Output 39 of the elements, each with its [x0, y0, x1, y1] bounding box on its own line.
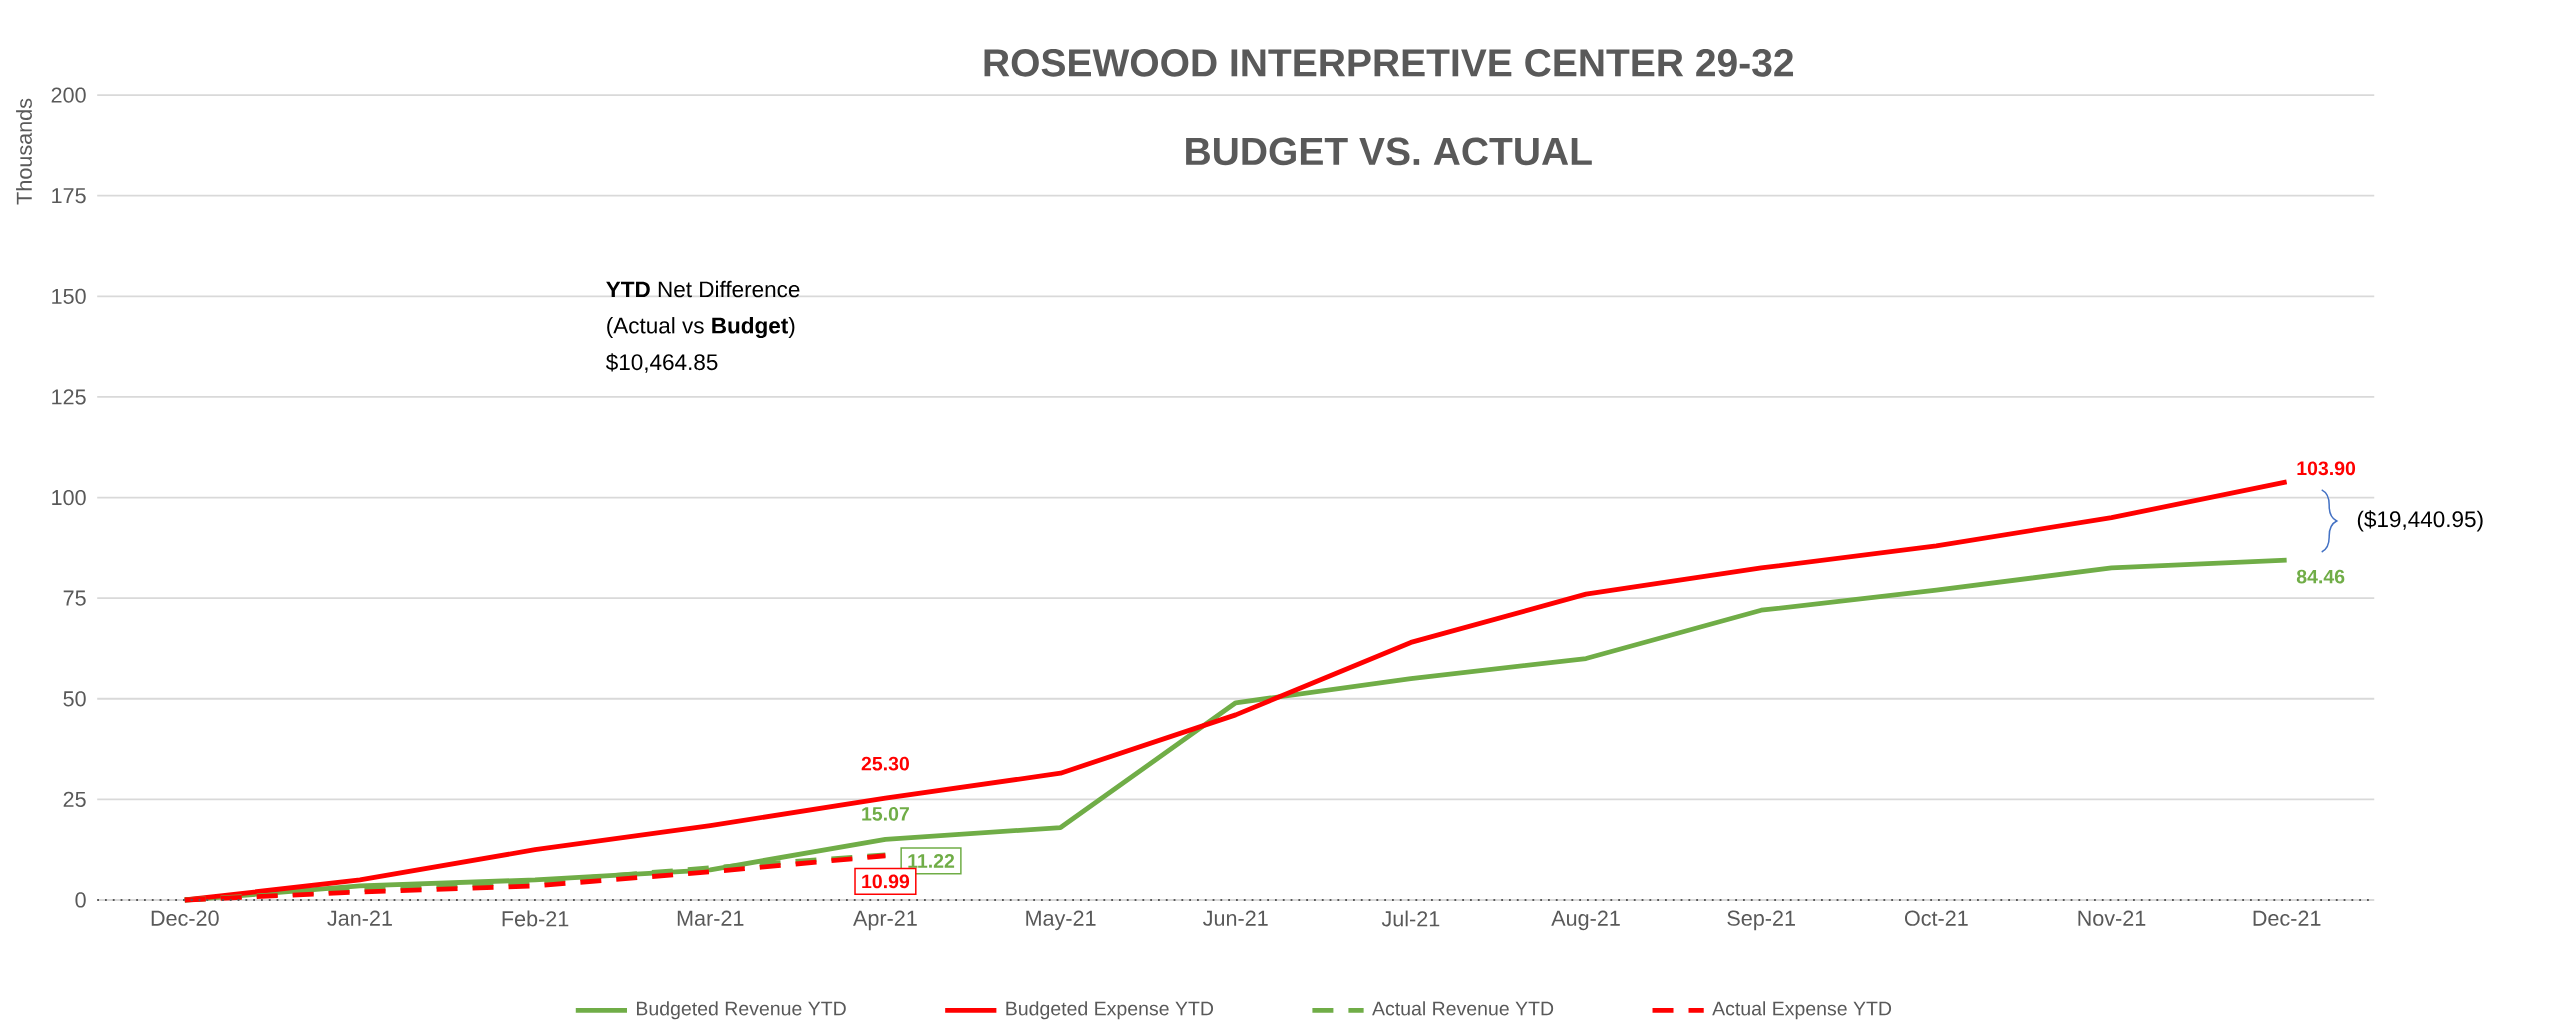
x-tick-label: May-21: [1026, 910, 1096, 931]
legend-label: Actual Expense YTD: [1712, 1001, 1892, 1020]
annotation: YTD Net Difference: [606, 280, 800, 298]
x-tick-label: Oct-21: [1904, 910, 1968, 926]
data-label: 11.22: [908, 854, 955, 868]
x-tick-label: Sep-21: [1727, 910, 1795, 931]
annotation: ($19,440.95): [2357, 510, 2483, 532]
legend-label: Actual Revenue YTD: [1372, 1001, 1554, 1016]
y-tick-label: 200: [51, 87, 86, 103]
y-tick-label: 0: [75, 892, 86, 908]
x-tick-label: Nov-21: [2078, 910, 2146, 926]
text: BUDGET VS. ACTUAL: [1186, 137, 1592, 166]
y-tick-label: 150: [52, 288, 86, 304]
data-label: 10.99: [862, 874, 910, 889]
annotation: $10,464.85: [605, 353, 718, 373]
annotation: (Actual vs Budget): [607, 317, 795, 339]
x-tick-label: Jan-21: [327, 910, 392, 926]
legend-label: Budgeted Revenue YTD: [636, 1001, 846, 1020]
y-tick-label: 175: [52, 188, 86, 204]
x-tick-label: Jul-21: [1381, 910, 1440, 927]
y-axis-title: Thousands: [16, 98, 32, 205]
x-tick-label: Dec-20: [151, 910, 219, 926]
x-tick-label: Apr-21: [853, 910, 917, 931]
data-label: 84.46: [2296, 569, 2345, 584]
x-tick-label: Mar-21: [677, 910, 744, 926]
x-tick-label: Feb-21: [502, 910, 569, 927]
data-label: 15.07: [862, 806, 909, 821]
x-tick-label: Jun-21: [1203, 910, 1268, 926]
data-label: 103.90: [2297, 461, 2356, 476]
data-label: 25.30: [861, 756, 909, 771]
legend-label: Budgeted Expense YTD: [1006, 1001, 1214, 1020]
y-tick-label: 125: [52, 389, 86, 405]
x-tick-label: Dec-21: [2253, 910, 2321, 926]
y-tick-label: 100: [52, 489, 86, 506]
x-tick-label: Aug-21: [1551, 910, 1620, 931]
chart-title: ROSEWOOD INTERPRETIVE CENTER 29-32: [984, 49, 1794, 77]
y-tick-label: 75: [63, 590, 86, 606]
y-tick-label: 25: [63, 791, 86, 807]
y-tick-label: 50: [63, 691, 86, 707]
